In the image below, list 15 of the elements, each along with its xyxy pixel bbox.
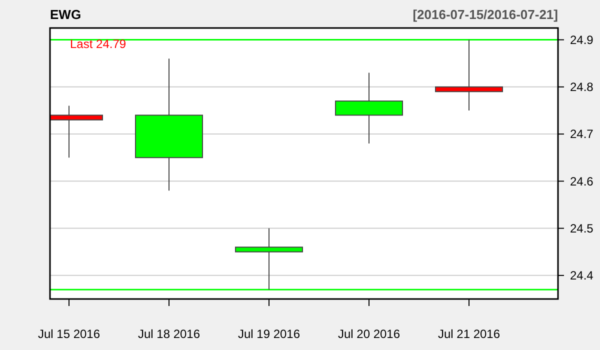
x-tick-label: Jul 18 2016: [138, 327, 200, 341]
y-tick-label: 24.7: [570, 127, 594, 142]
y-tick-label: 24.6: [570, 174, 594, 188]
x-tick-label: Jul 19 2016: [238, 327, 300, 341]
x-tick-label: Jul 15 2016: [38, 327, 100, 341]
chart-title: EWG: [50, 7, 82, 22]
x-tick-label: Jul 21 2016: [438, 327, 500, 341]
y-tick-label: 24.4: [570, 268, 594, 283]
candlestick: [435, 39, 503, 111]
y-tick-label: 24.9: [570, 32, 594, 47]
chart-subtitle: [2016-07-15/2016-07-21]: [412, 7, 558, 22]
y-tick-label: 24.5: [570, 222, 594, 236]
x-tick-label: Jul 20 2016: [338, 327, 400, 341]
annotation: Last 24.79: [70, 37, 126, 51]
y-tick-label: 24.8: [570, 80, 594, 94]
